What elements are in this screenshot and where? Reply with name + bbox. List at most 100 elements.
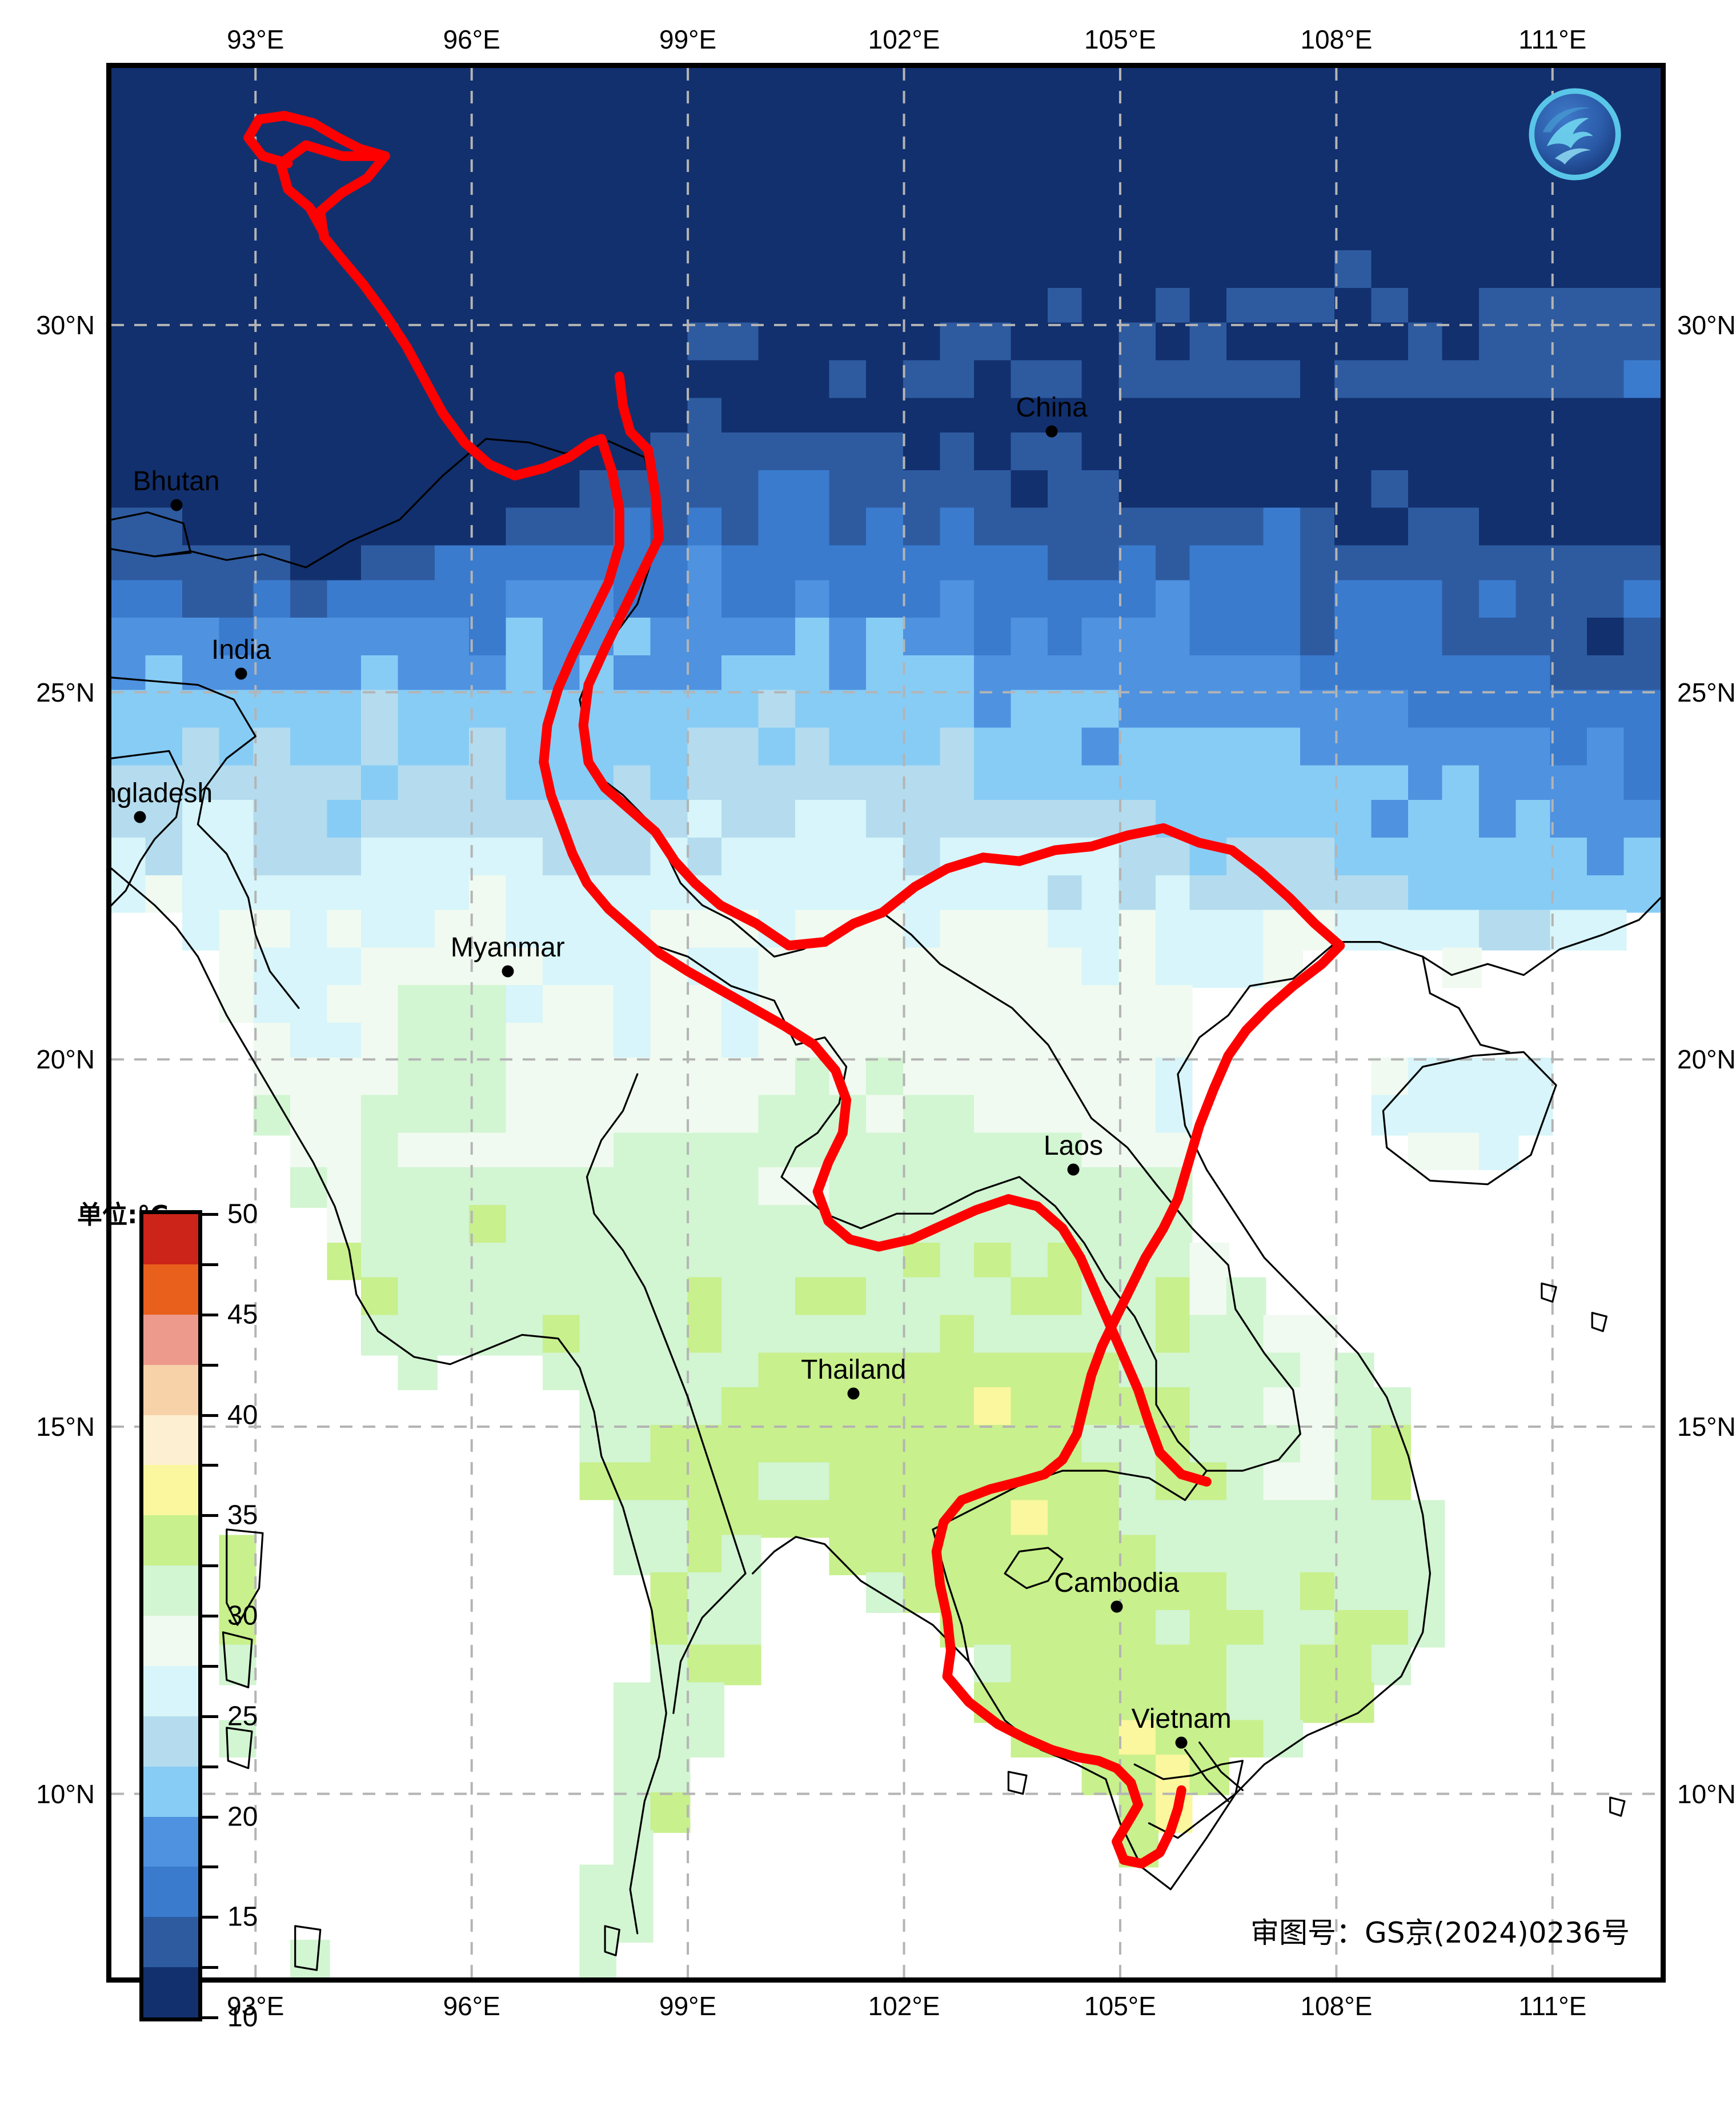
border-bhutan — [111, 511, 192, 558]
y-tick-label-right: 25°N — [1677, 677, 1736, 707]
island-spratly-a — [1609, 1796, 1626, 1817]
y-tick-label-right: 20°N — [1677, 1044, 1736, 1075]
graticule-gridlines — [111, 68, 1661, 1977]
coast-myanmar-west — [226, 1014, 667, 1935]
colorbar-tick-label: 25 — [227, 1701, 258, 1732]
border-myanmar-thailand — [586, 1073, 747, 1714]
x-tick-label-bottom: 111°E — [1518, 1991, 1587, 2021]
x-tick-label-bottom: 108°E — [1300, 1991, 1373, 2021]
colorbar-tick — [202, 1615, 218, 1617]
colorbar-band — [143, 1214, 198, 1264]
x-tick-label-top: 105°E — [1084, 25, 1156, 54]
colorbar-tick — [202, 1715, 218, 1718]
x-tick-label-bottom: 105°E — [1084, 1991, 1156, 2021]
colorbar-tick — [202, 1213, 218, 1216]
y-tick-label-left: 25°N — [36, 677, 95, 707]
colorbar-band — [143, 1566, 198, 1616]
colorbar-tick — [202, 1815, 218, 1819]
y-tick-label-right: 30°N — [1677, 310, 1736, 340]
map-plot-area: ChinaBhutanIndiaBangladeshMyanmarLaosTha… — [111, 68, 1661, 1977]
colorbar-tick — [202, 1414, 218, 1417]
colorbar-band — [143, 1766, 198, 1817]
y-tick-label-left: 10°N — [36, 1779, 95, 1809]
island-hainan — [1382, 1051, 1557, 1186]
x-tick-label-top: 99°E — [659, 25, 717, 54]
red-border-tibet-loop — [275, 140, 390, 238]
colorbar-tick-label: 30 — [227, 1600, 258, 1631]
island-phu-quoc — [1007, 1771, 1028, 1795]
colorbar-band — [143, 1716, 198, 1767]
river-mekong-branch — [1184, 1748, 1229, 1803]
y-tick-label-left: 20°N — [36, 1044, 95, 1075]
y-tick-label-right: 10°N — [1677, 1779, 1736, 1809]
colorbar-band — [143, 1967, 198, 2017]
x-tick-label-bottom: 102°E — [868, 1991, 940, 2021]
x-tick-label-top: 93°E — [227, 25, 284, 54]
colorbar-band — [143, 1665, 198, 1716]
map-approval-number: 审图号：GS京(2024)0236号 — [1250, 1916, 1630, 1949]
red-border-tibet-north — [243, 111, 390, 169]
island-phuket — [604, 1925, 620, 1956]
colorbar-band — [143, 1867, 198, 1917]
colorbar-band — [143, 1314, 198, 1365]
island-nicobar — [294, 1925, 322, 1971]
colorbar-tick — [202, 1916, 218, 1919]
map-vector-overlay — [111, 68, 1661, 1977]
colorbar-band — [143, 1415, 198, 1466]
colorbar-tick-label: 15 — [227, 1901, 258, 1932]
colorbar-box — [139, 1210, 202, 2021]
colorbar-tick-label: 20 — [227, 1801, 258, 1832]
colorbar-tick — [202, 1313, 218, 1316]
coast-mekong-delta — [1133, 1760, 1244, 1839]
x-tick-label-top: 96°E — [443, 25, 500, 54]
y-tick-label-left: 30°N — [36, 310, 95, 340]
temperature-raster — [111, 68, 1661, 1977]
colorbar-band — [143, 1465, 198, 1516]
red-border-north-tail — [614, 371, 653, 455]
colorbar-tick — [202, 1664, 218, 1668]
colorbar-band — [143, 1515, 198, 1566]
coast-south-china — [1378, 896, 1661, 976]
island-paracel-b — [1591, 1312, 1607, 1332]
colorbar-band — [143, 1616, 198, 1666]
island-little-andaman — [226, 1727, 253, 1769]
island-paracel-a — [1541, 1282, 1557, 1303]
border-india-bangladesh-myanmar — [111, 676, 300, 1009]
x-tick-label-top: 108°E — [1300, 25, 1373, 54]
colorbar-tick — [202, 1263, 218, 1266]
border-thailand-cambodia — [932, 1470, 1208, 1531]
lake-tonle-sap — [1004, 1547, 1064, 1589]
colorbar-tick — [202, 1865, 218, 1869]
x-tick-label-bottom: 96°E — [443, 1991, 500, 2021]
map-frame: ChinaBhutanIndiaBangladeshMyanmarLaosTha… — [106, 63, 1666, 1983]
red-border-mekong-corridor — [539, 434, 1212, 1487]
x-tick-label-bottom: 93°E — [227, 1991, 284, 2021]
x-tick-label-top: 111°E — [1518, 25, 1587, 54]
island-north-andaman — [226, 1528, 264, 1626]
colorbar-tick — [202, 1464, 218, 1467]
colorbar-tick — [202, 1966, 218, 1969]
coast-leizhou-peninsula — [1422, 955, 1510, 1054]
colorbar-tick-label: 45 — [227, 1299, 258, 1330]
agency-logo-icon — [1529, 88, 1621, 181]
colorbar-tick — [202, 1363, 218, 1367]
colorbar-tick — [202, 1765, 218, 1768]
coast-bangladesh — [111, 750, 185, 907]
colorbar-tick — [202, 1564, 218, 1568]
x-tick-label-bottom: 99°E — [659, 1991, 717, 2021]
colorbar-tick — [202, 1514, 218, 1518]
red-border-tibet-margin — [315, 151, 607, 481]
colorbar-tick-label: 40 — [227, 1400, 258, 1430]
colorbar-band — [143, 1264, 198, 1315]
coastlines-and-borders — [111, 438, 1661, 1971]
border-india-china — [111, 438, 646, 568]
colorbar-tick-label: 10 — [227, 2002, 258, 2033]
temperature-colorbar[interactable] — [139, 1210, 202, 2021]
colorbar-tick-label: 35 — [227, 1500, 258, 1531]
coast-gulf-and-vietnam — [751, 940, 1431, 1891]
island-south-andaman — [222, 1631, 253, 1688]
highlighted-border — [243, 111, 1345, 1869]
colorbar-band — [143, 1917, 198, 1968]
red-border-vietnam-laos-east — [931, 940, 1345, 1681]
x-tick-label-top: 102°E — [868, 25, 940, 54]
